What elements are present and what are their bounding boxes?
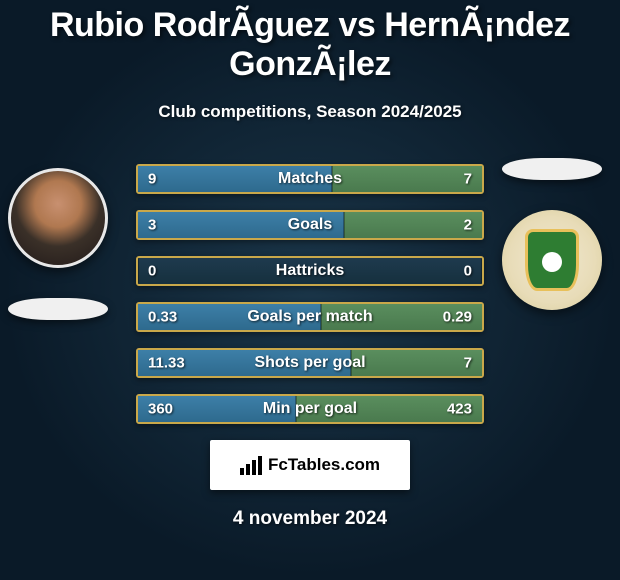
stat-fill-right bbox=[351, 350, 482, 376]
stat-value-left: 9 bbox=[148, 171, 156, 188]
stat-value-right: 0.29 bbox=[443, 309, 472, 326]
club-leon-badge bbox=[525, 229, 579, 291]
stat-row: 360 423 Min per goal bbox=[136, 394, 484, 424]
stat-value-right: 423 bbox=[447, 401, 472, 418]
stat-label: Goals per match bbox=[247, 308, 372, 326]
player-left-flag bbox=[8, 298, 108, 320]
footer-brand-text: FcTables.com bbox=[268, 455, 380, 475]
stat-value-left: 360 bbox=[148, 401, 173, 418]
stat-row: 11.33 7 Shots per goal bbox=[136, 348, 484, 378]
stat-value-left: 0 bbox=[148, 263, 156, 280]
page-title: Rubio RodrÃ­guez vs HernÃ¡ndez GonzÃ¡lez bbox=[0, 0, 620, 84]
comparison-content: 9 7 Matches 3 2 Goals 0 0 Hattricks 0.33 0.29 Goals… bbox=[0, 164, 620, 530]
stat-row: 3 2 Goals bbox=[136, 210, 484, 240]
stat-label: Goals bbox=[288, 216, 332, 234]
page-subtitle: Club competitions, Season 2024/2025 bbox=[0, 102, 620, 122]
stat-value-left: 3 bbox=[148, 217, 156, 234]
stat-row: 0.33 0.29 Goals per match bbox=[136, 302, 484, 332]
player-right-avatar bbox=[502, 210, 602, 310]
stat-fill-right bbox=[332, 166, 483, 192]
stat-fill-right bbox=[344, 212, 482, 238]
stat-fill-right bbox=[481, 258, 482, 284]
stat-row: 0 0 Hattricks bbox=[136, 256, 484, 286]
stat-value-left: 11.33 bbox=[148, 355, 185, 372]
stat-value-right: 2 bbox=[464, 217, 472, 234]
player-right-flag bbox=[502, 158, 602, 180]
stat-label: Shots per goal bbox=[254, 354, 365, 372]
stat-value-left: 0.33 bbox=[148, 309, 177, 326]
stat-bars: 9 7 Matches 3 2 Goals 0 0 Hattricks 0.33 0.29 Goals… bbox=[136, 164, 484, 424]
stat-label: Matches bbox=[278, 170, 342, 188]
stat-value-right: 7 bbox=[464, 171, 472, 188]
stat-fill-left bbox=[138, 258, 139, 284]
stat-row: 9 7 Matches bbox=[136, 164, 484, 194]
stat-label: Min per goal bbox=[263, 400, 357, 418]
stat-label: Hattricks bbox=[276, 262, 344, 280]
logo-bars-icon bbox=[240, 456, 262, 475]
stat-value-right: 0 bbox=[464, 263, 472, 280]
player-left-avatar bbox=[8, 168, 108, 268]
fctables-logo: FcTables.com bbox=[210, 440, 410, 490]
stat-value-right: 7 bbox=[464, 355, 472, 372]
date-text: 4 november 2024 bbox=[0, 508, 620, 530]
